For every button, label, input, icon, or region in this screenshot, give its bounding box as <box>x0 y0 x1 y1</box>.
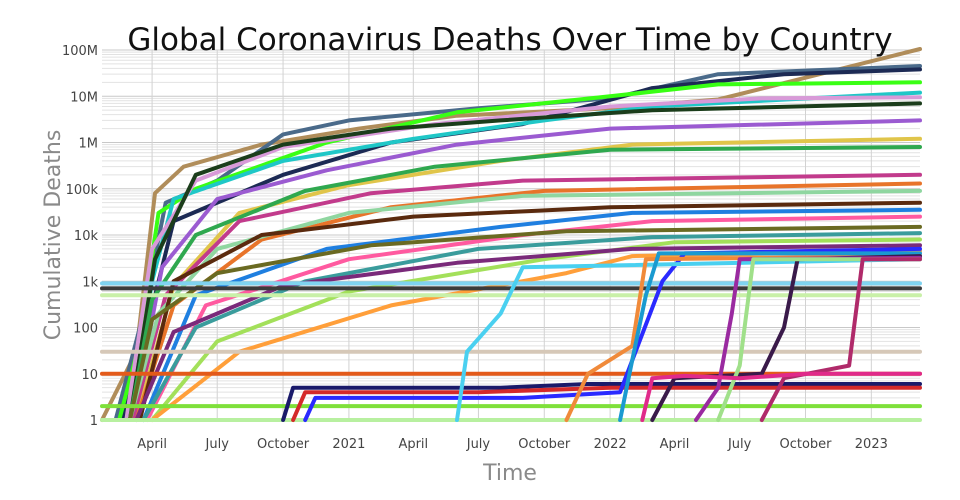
x-axis-title: Time <box>482 461 537 486</box>
x-tick-label: April <box>660 437 690 452</box>
y-tick-label: 100 <box>73 322 98 337</box>
series-line-36 <box>716 257 922 422</box>
y-tick-label: 100M <box>62 44 98 59</box>
series-line-9 <box>127 145 922 422</box>
series-line-14 <box>141 207 922 422</box>
x-tick-label: April <box>137 437 167 452</box>
series-line-18 <box>150 237 922 422</box>
series-line-38 <box>640 371 922 422</box>
series-line-16 <box>127 224 922 422</box>
series-line-28 <box>281 382 922 422</box>
x-tick-label: 2023 <box>855 437 888 452</box>
y-axis-title: Cumulative Deaths <box>41 130 66 341</box>
series-line-5 <box>124 95 922 422</box>
series-line-13 <box>137 200 922 422</box>
x-tick-label: October <box>779 437 832 452</box>
x-tick-label: 2022 <box>594 437 627 452</box>
series-line-33 <box>618 251 922 422</box>
x-tick-label: July <box>466 437 491 452</box>
x-tick-label: October <box>257 437 310 452</box>
x-tick-label: July <box>727 437 752 452</box>
y-tick-label: 1 <box>90 414 98 429</box>
y-tick-label: 1k <box>82 275 98 290</box>
ticks: 1 10 100 1k 10k 100k 1M 10M 100M April July October… <box>62 44 888 452</box>
series-line-17 <box>141 231 922 422</box>
x-tick-label: 2021 <box>332 437 365 452</box>
series-line-11 <box>134 181 922 422</box>
series-line-37 <box>759 257 922 422</box>
series-line-6 <box>127 101 922 422</box>
series-line-32 <box>564 254 922 422</box>
series-line-7 <box>130 118 922 422</box>
x-tick-label: April <box>398 437 428 452</box>
y-tick-label: 1M <box>79 137 99 152</box>
x-tick-label: October <box>518 437 571 452</box>
series-line-19 <box>134 243 922 422</box>
chart-title: Global Coronavirus Deaths Over Time by C… <box>127 22 892 58</box>
x-tick-label: July <box>205 437 230 452</box>
y-tick-label: 10 <box>81 368 98 383</box>
series-line-29 <box>291 385 922 422</box>
y-tick-label: 10k <box>74 229 99 244</box>
y-tick-label: 10M <box>70 90 98 105</box>
y-tick-label: 100k <box>66 183 99 198</box>
series-layer <box>100 47 922 422</box>
